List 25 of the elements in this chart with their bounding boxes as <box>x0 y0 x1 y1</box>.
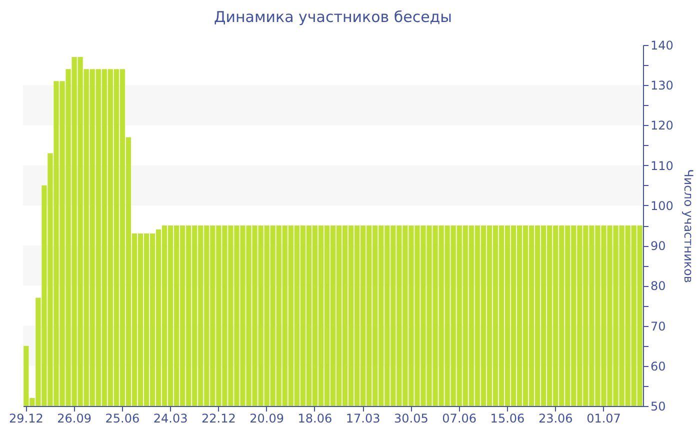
y-tick-label: 110 <box>650 158 674 173</box>
x-tick-label: 18.06 <box>298 412 332 426</box>
x-tick-label: 07.06 <box>442 412 477 426</box>
x-tick-label: 15.06 <box>490 412 525 426</box>
x-tick-label: 25.06 <box>105 412 140 426</box>
y-tick-label: 90 <box>650 239 666 254</box>
x-tick-label: 17.03 <box>346 412 380 426</box>
x-tick-label: 01.07 <box>586 412 621 426</box>
x-tick-label: 29.12 <box>8 412 44 426</box>
y-tick-label: 60 <box>650 359 666 374</box>
x-tick-label: 24.03 <box>153 412 188 426</box>
x-tick-label: 20.09 <box>250 412 284 426</box>
y-axis-title: Число участников <box>681 169 696 283</box>
y-tick-label: 130 <box>650 78 674 93</box>
x-tick-label: 30.05 <box>394 412 428 426</box>
x-tick-label: 22.12 <box>202 412 236 426</box>
x-tick-label: 23.06 <box>538 412 573 426</box>
y-tick-label: 140 <box>650 38 674 52</box>
y-tick-label: 100 <box>650 198 674 213</box>
chart-title: Динамика участников беседы <box>214 8 452 26</box>
y-tick-label: 70 <box>650 319 666 334</box>
y-tick-label: 80 <box>650 279 666 294</box>
y-tick-label: 50 <box>650 400 666 414</box>
y-tick-label: 120 <box>650 118 674 133</box>
x-tick-label: 26.09 <box>57 412 92 426</box>
